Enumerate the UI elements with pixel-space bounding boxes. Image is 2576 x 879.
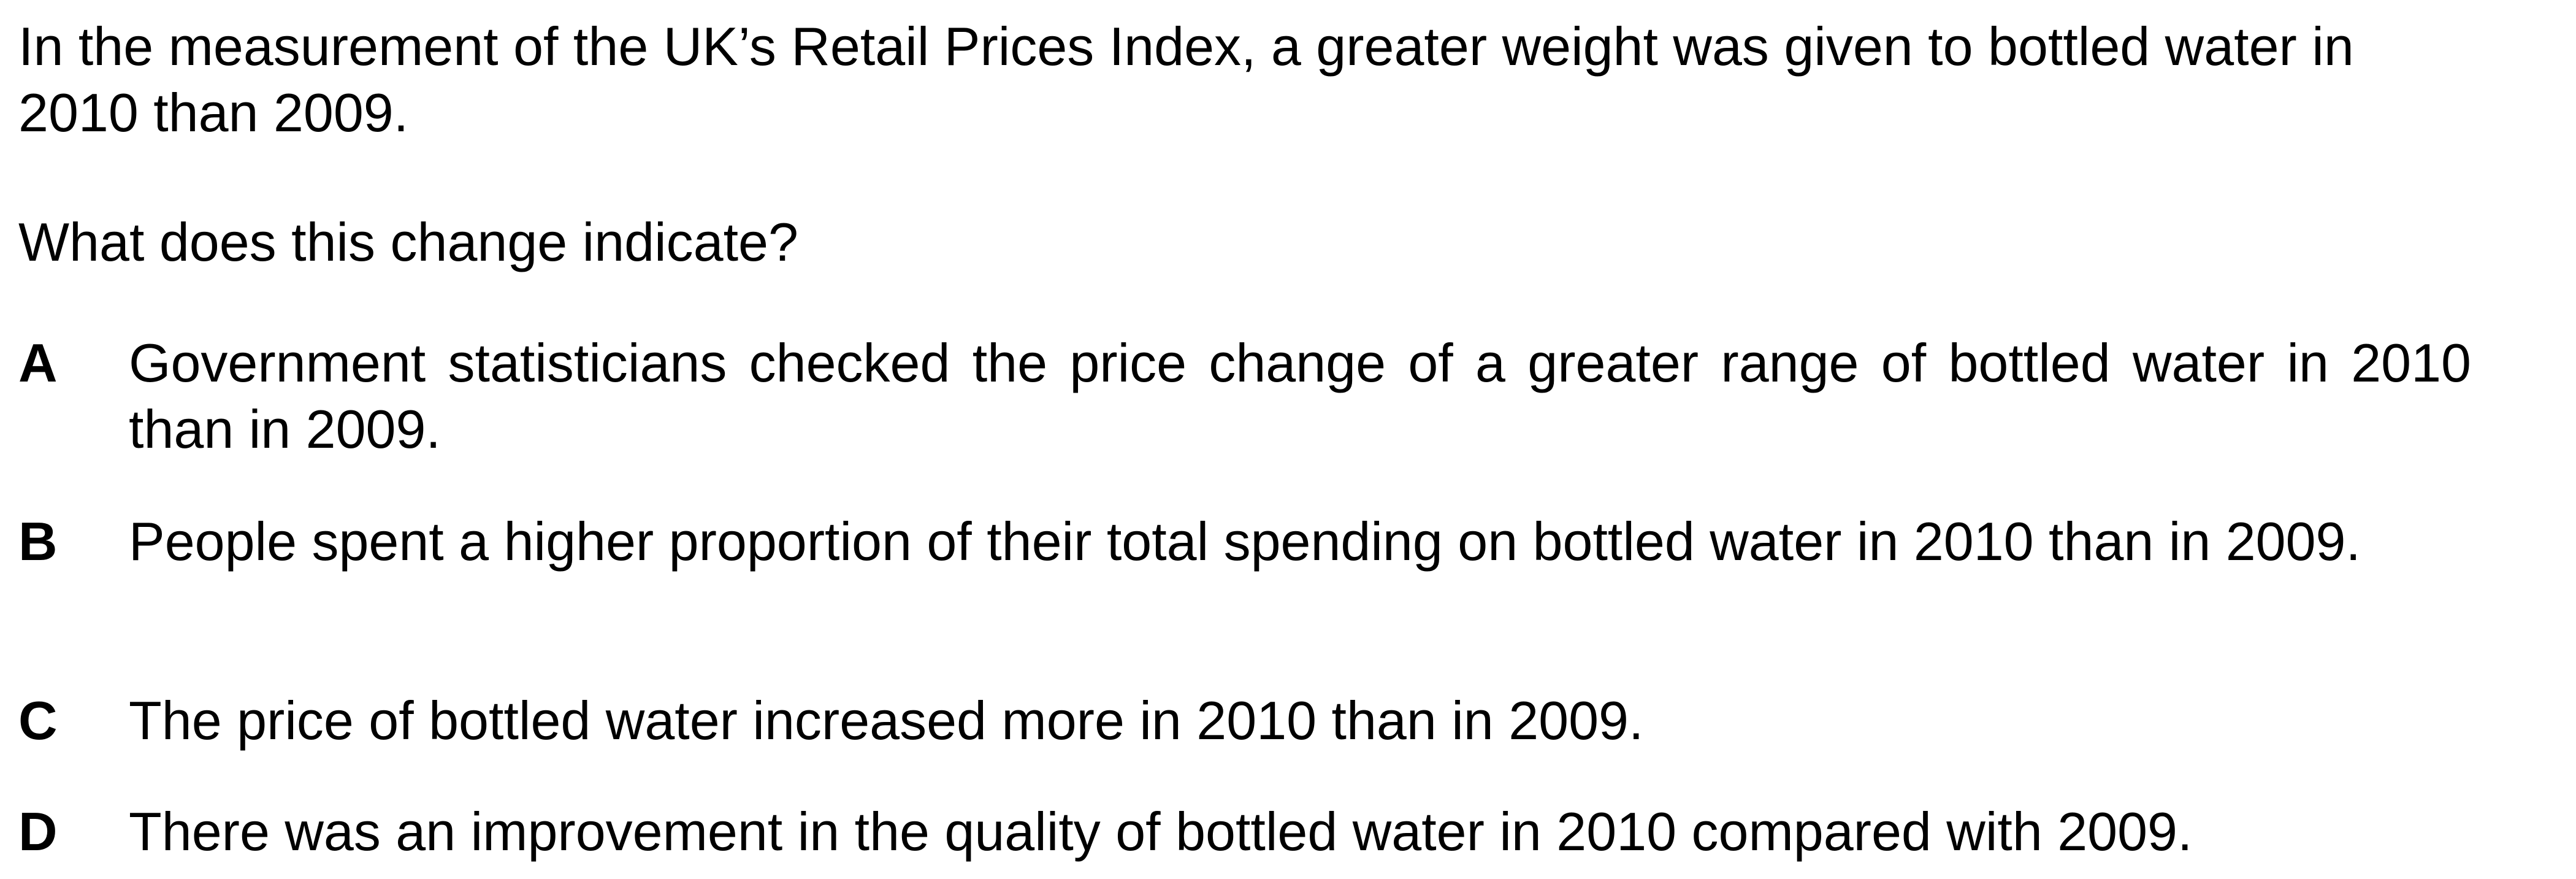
option-d-letter: D bbox=[18, 801, 58, 862]
option-a-letter: A bbox=[18, 332, 58, 393]
option-b-letter: B bbox=[18, 511, 58, 572]
option-b[interactable]: B People spent a higher proportion of th… bbox=[18, 509, 2471, 641]
option-a[interactable]: A Government statisticians checked the p… bbox=[18, 330, 2471, 463]
option-c-letter: C bbox=[18, 690, 58, 751]
option-b-text: People spent a higher proportion of thei… bbox=[129, 511, 2361, 572]
option-a-text: Government statisticians checked the pri… bbox=[129, 332, 2471, 459]
question-stem: In the measurement of the UK’s Retail Pr… bbox=[18, 16, 2354, 143]
option-d[interactable]: D There was an improvement in the qualit… bbox=[18, 799, 2471, 865]
option-c[interactable]: C The price of bottled water increased m… bbox=[18, 688, 2471, 754]
option-c-text: The price of bottled water increased mor… bbox=[129, 690, 1644, 751]
option-d-text: There was an improvement in the quality … bbox=[129, 801, 2193, 862]
question-prompt: What does this change indicate? bbox=[18, 212, 798, 272]
